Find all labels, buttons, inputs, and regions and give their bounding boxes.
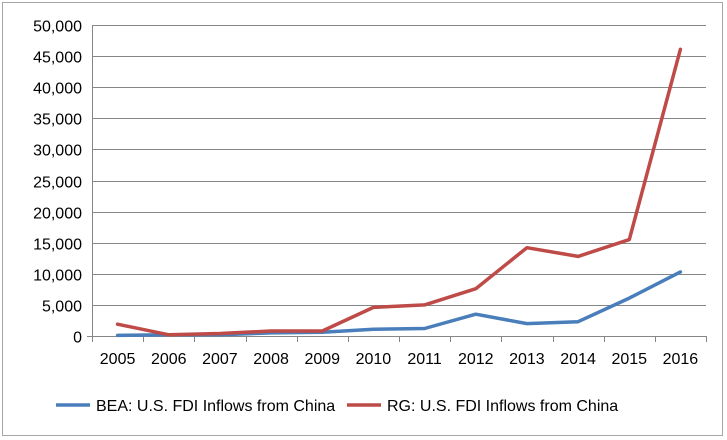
y-tick-label: 35,000 [33, 112, 82, 129]
y-tick-label: 25,000 [33, 175, 82, 192]
y-tick-label: 10,000 [33, 268, 82, 285]
x-tick-label: 2016 [663, 351, 699, 368]
series-line-2 [115, 47, 683, 337]
legend-label: BEA: U.S. FDI Inflows from China [96, 398, 335, 415]
x-tick-label: 2006 [151, 351, 187, 368]
y-tick-label: 45,000 [33, 50, 82, 67]
x-tick-label: 2007 [202, 351, 238, 368]
y-tick-label: 5,000 [42, 299, 82, 316]
axes [87, 25, 707, 342]
legend: BEA: U.S. FDI Inflows from China RG: U.S.… [56, 398, 618, 415]
y-tick-label: 50,000 [33, 19, 82, 36]
chart-frame [2, 2, 723, 436]
x-tick-label: 2009 [304, 351, 340, 368]
tick-labels: 0 5,000 10,000 15,000 20,000 25,000 30,000 35,0… [33, 19, 698, 369]
y-tick-label: 15,000 [33, 237, 82, 254]
x-tick-label: 2015 [611, 351, 647, 368]
x-tick-label: 2011 [407, 351, 442, 368]
series-line-1 [115, 270, 683, 338]
x-tick-label: 2008 [253, 351, 289, 368]
x-tick-label: 2010 [356, 351, 392, 368]
series-lines [115, 47, 683, 338]
y-tick-label: 40,000 [33, 81, 82, 98]
gridlines [92, 25, 706, 306]
x-tick-label: 2005 [100, 351, 136, 368]
x-tick-label: 2012 [458, 351, 494, 368]
x-tick-label: 2014 [560, 351, 596, 368]
y-tick-label: 30,000 [33, 143, 82, 160]
x-tick-label: 2013 [509, 351, 545, 368]
y-tick-label: 20,000 [33, 206, 82, 223]
y-tick-label: 0 [73, 330, 82, 347]
legend-label: RG: U.S. FDI Inflows from China [387, 398, 618, 415]
